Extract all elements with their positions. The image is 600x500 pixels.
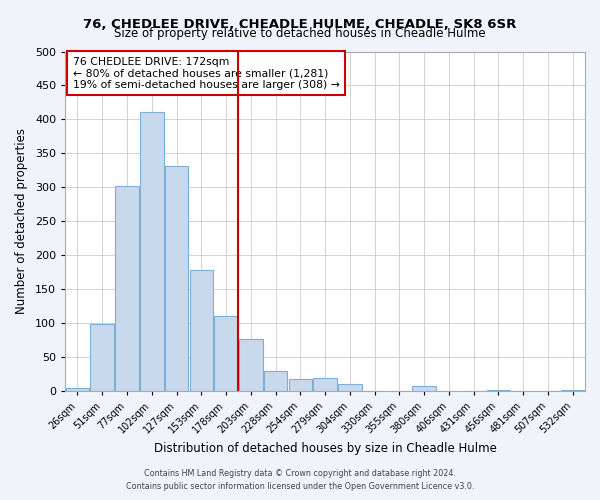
Text: 76 CHEDLEE DRIVE: 172sqm
← 80% of detached houses are smaller (1,281)
19% of sem: 76 CHEDLEE DRIVE: 172sqm ← 80% of detach…: [73, 56, 340, 90]
Bar: [289, 379, 312, 391]
Bar: [214, 316, 238, 391]
Bar: [140, 112, 164, 391]
Text: Size of property relative to detached houses in Cheadle Hulme: Size of property relative to detached ho…: [114, 28, 486, 40]
Bar: [165, 166, 188, 391]
Bar: [115, 186, 139, 391]
Bar: [239, 340, 263, 391]
Text: 76, CHEDLEE DRIVE, CHEADLE HULME, CHEADLE, SK8 6SR: 76, CHEDLEE DRIVE, CHEADLE HULME, CHEADL…: [83, 18, 517, 30]
Bar: [264, 370, 287, 391]
Bar: [561, 390, 584, 391]
Bar: [338, 384, 362, 391]
Y-axis label: Number of detached properties: Number of detached properties: [15, 128, 28, 314]
Bar: [412, 386, 436, 391]
Bar: [313, 378, 337, 391]
Bar: [66, 388, 89, 391]
X-axis label: Distribution of detached houses by size in Cheadle Hulme: Distribution of detached houses by size …: [154, 442, 496, 455]
Bar: [487, 390, 510, 391]
Text: Contains HM Land Registry data © Crown copyright and database right 2024.
Contai: Contains HM Land Registry data © Crown c…: [126, 470, 474, 491]
Bar: [91, 324, 114, 391]
Bar: [190, 270, 213, 391]
